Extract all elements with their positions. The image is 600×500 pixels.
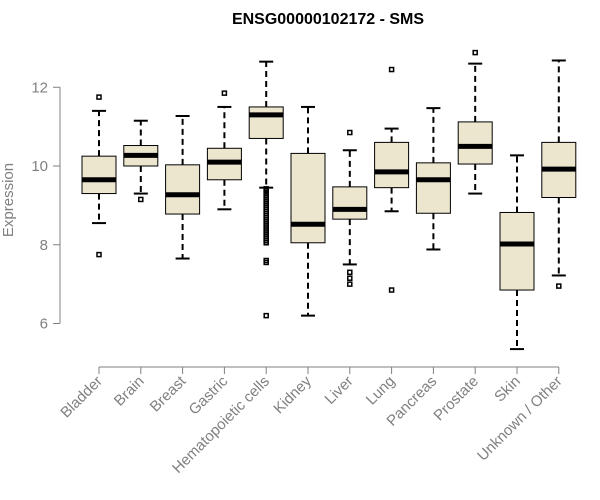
outlier-point [347, 275, 353, 281]
y-tick-label: 10 [31, 158, 48, 175]
outlier-point [263, 259, 269, 266]
box-gastric [206, 90, 242, 211]
outlier-point [96, 94, 102, 100]
box-skin [499, 154, 535, 351]
outlier-point [96, 251, 102, 258]
outlier-point [347, 269, 353, 276]
outlier-point [347, 281, 353, 287]
outlier-point [263, 312, 269, 319]
iqr-box [332, 186, 368, 220]
axes: 6 8 10 12 [31, 79, 560, 374]
iqr-box [81, 155, 117, 195]
outlier-point [263, 240, 269, 246]
outlier-point [472, 49, 478, 56]
iqr-box [499, 211, 535, 291]
box-hematopoietic-cells [248, 60, 284, 319]
box-kidney [290, 105, 326, 317]
y-axis-label: Expression [0, 163, 17, 237]
iqr-box [165, 164, 201, 215]
box-liver [332, 129, 368, 287]
x-tick-label: Breast [147, 372, 190, 415]
x-tick-label: Skin [491, 373, 524, 406]
x-tick-label: Prostate [430, 373, 482, 425]
iqr-box [248, 106, 284, 139]
outlier-point [556, 283, 562, 289]
x-tick-label: Lung [363, 373, 399, 409]
iqr-box [290, 152, 326, 244]
y-tick-label: 8 [40, 237, 48, 254]
x-tick-label: Bladder [57, 373, 106, 422]
box-lung [374, 66, 410, 293]
x-tick-label: Liver [322, 373, 357, 408]
outlier-point [388, 66, 395, 73]
box-bladder [81, 94, 117, 258]
box-pancreas [415, 107, 451, 251]
outlier-point [388, 287, 395, 293]
y-tick-label: 12 [31, 79, 48, 96]
chart-title: ENSG00000102172 - SMS [232, 11, 424, 28]
outlier-point [221, 90, 228, 96]
box-breast [165, 114, 201, 260]
x-tick-label: Brain [111, 373, 148, 410]
outlier-point [347, 129, 353, 136]
boxes [81, 49, 577, 351]
x-tick-label: Kidney [270, 372, 315, 417]
y-tick-label: 6 [40, 316, 48, 333]
box-prostate [457, 49, 493, 195]
box-brain [123, 119, 159, 203]
iqr-box [374, 141, 410, 189]
iqr-box [415, 162, 451, 214]
iqr-box [457, 121, 493, 165]
box-unknown-other [541, 59, 577, 289]
outlier-point [138, 196, 144, 203]
